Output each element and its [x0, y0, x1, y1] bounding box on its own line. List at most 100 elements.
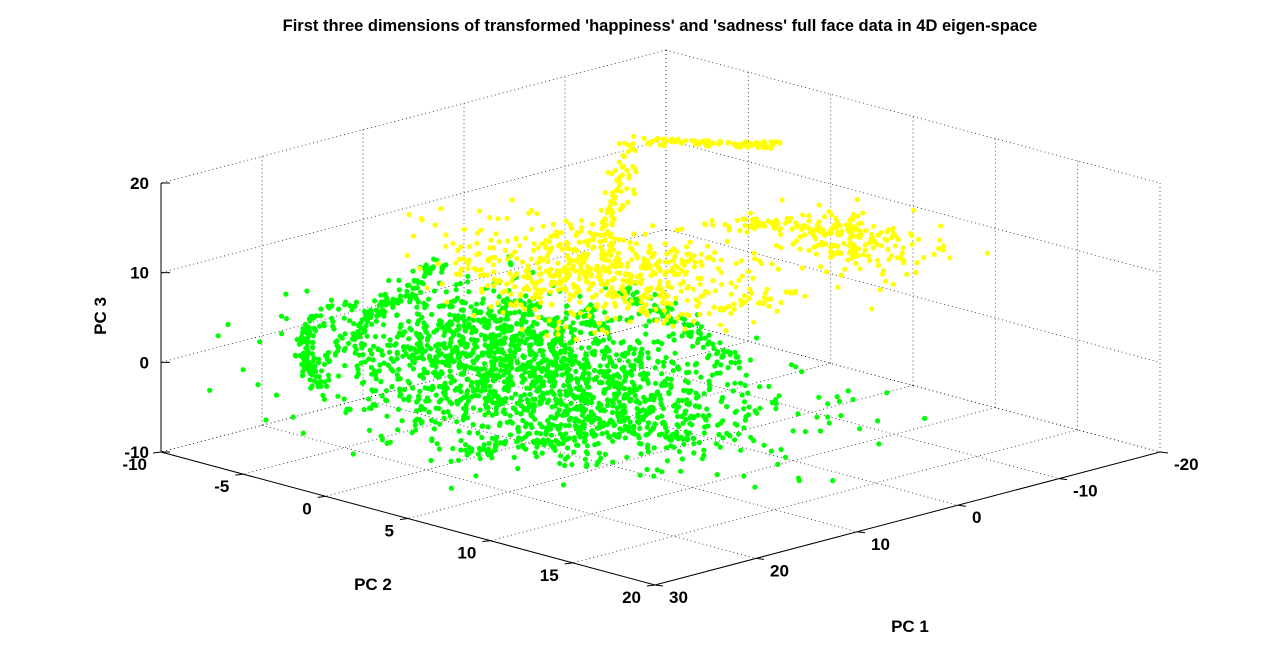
data-point	[655, 415, 661, 421]
data-point	[447, 368, 453, 374]
data-point	[612, 289, 618, 295]
data-point	[567, 351, 574, 357]
data-point	[456, 386, 462, 392]
data-point	[305, 338, 311, 344]
data-point	[354, 330, 360, 336]
data-point	[576, 239, 582, 245]
y-tick-mark	[152, 451, 162, 454]
data-point	[885, 246, 891, 253]
data-point	[368, 321, 375, 327]
data-point	[470, 405, 476, 411]
data-point	[457, 397, 463, 404]
data-point	[806, 218, 812, 224]
data-point	[704, 143, 710, 149]
data-point	[582, 239, 588, 245]
data-point	[394, 372, 400, 378]
data-point	[654, 318, 660, 324]
data-point	[570, 281, 577, 287]
data-point	[443, 345, 449, 351]
data-point	[651, 473, 657, 479]
data-point	[837, 222, 843, 229]
data-point	[433, 392, 439, 398]
data-point	[865, 253, 872, 259]
data-point	[580, 251, 587, 257]
x-tick-label: 30	[669, 588, 688, 607]
data-point	[343, 409, 349, 416]
data-point	[414, 331, 420, 337]
data-point	[869, 306, 875, 312]
data-point	[645, 312, 651, 318]
data-point	[659, 340, 665, 347]
data-point	[507, 413, 513, 419]
data-point	[399, 418, 405, 424]
data-point	[606, 289, 613, 295]
data-point	[606, 248, 613, 254]
data-point	[661, 378, 668, 385]
data-point	[386, 349, 392, 355]
data-point	[558, 230, 564, 236]
data-point	[673, 295, 679, 301]
data-point	[439, 303, 445, 309]
data-point	[592, 329, 598, 336]
data-point	[605, 379, 611, 386]
data-point	[597, 276, 603, 282]
data-point	[664, 251, 670, 257]
data-point	[811, 227, 818, 233]
data-point	[631, 382, 637, 388]
data-point	[833, 225, 839, 231]
data-point	[468, 304, 474, 310]
data-point	[691, 441, 697, 447]
data-point	[683, 244, 690, 250]
data-point	[316, 374, 322, 380]
data-point	[414, 408, 420, 414]
data-point	[578, 228, 584, 234]
data-point	[770, 222, 776, 228]
data-point	[668, 376, 674, 382]
data-point	[764, 286, 770, 292]
data-point	[309, 339, 316, 346]
data-point	[596, 320, 603, 326]
data-point	[578, 403, 584, 409]
data-point	[453, 287, 459, 293]
data-point	[602, 217, 609, 223]
data-point	[466, 244, 472, 250]
data-point	[517, 365, 523, 371]
data-point	[573, 336, 579, 342]
data-point	[612, 200, 618, 206]
data-point	[497, 278, 503, 284]
data-point	[788, 362, 795, 368]
data-point	[581, 320, 587, 326]
data-point	[681, 387, 687, 394]
data-point	[356, 352, 362, 358]
data-point	[553, 229, 560, 235]
data-point	[778, 245, 784, 251]
data-point	[438, 324, 444, 330]
data-point	[479, 423, 485, 429]
data-point	[477, 407, 483, 413]
data-point	[624, 278, 630, 284]
data-point	[368, 405, 374, 411]
data-point	[528, 342, 534, 348]
data-point	[515, 465, 521, 472]
data-point	[588, 266, 594, 272]
data-point	[628, 257, 635, 263]
data-point	[466, 445, 473, 451]
data-point	[534, 441, 541, 448]
data-point	[497, 440, 503, 446]
data-point	[449, 401, 455, 407]
data-point	[530, 269, 536, 275]
data-point	[421, 273, 427, 280]
data-point	[698, 335, 704, 341]
data-point	[373, 318, 379, 324]
data-point	[745, 390, 751, 396]
data-point	[602, 257, 608, 263]
data-point	[733, 260, 739, 267]
data-point	[645, 442, 651, 448]
data-point	[586, 384, 592, 390]
data-point	[564, 245, 570, 251]
data-point	[523, 421, 530, 427]
data-point	[538, 439, 545, 445]
data-point	[911, 207, 917, 213]
data-point	[507, 348, 513, 354]
data-point	[683, 416, 689, 423]
